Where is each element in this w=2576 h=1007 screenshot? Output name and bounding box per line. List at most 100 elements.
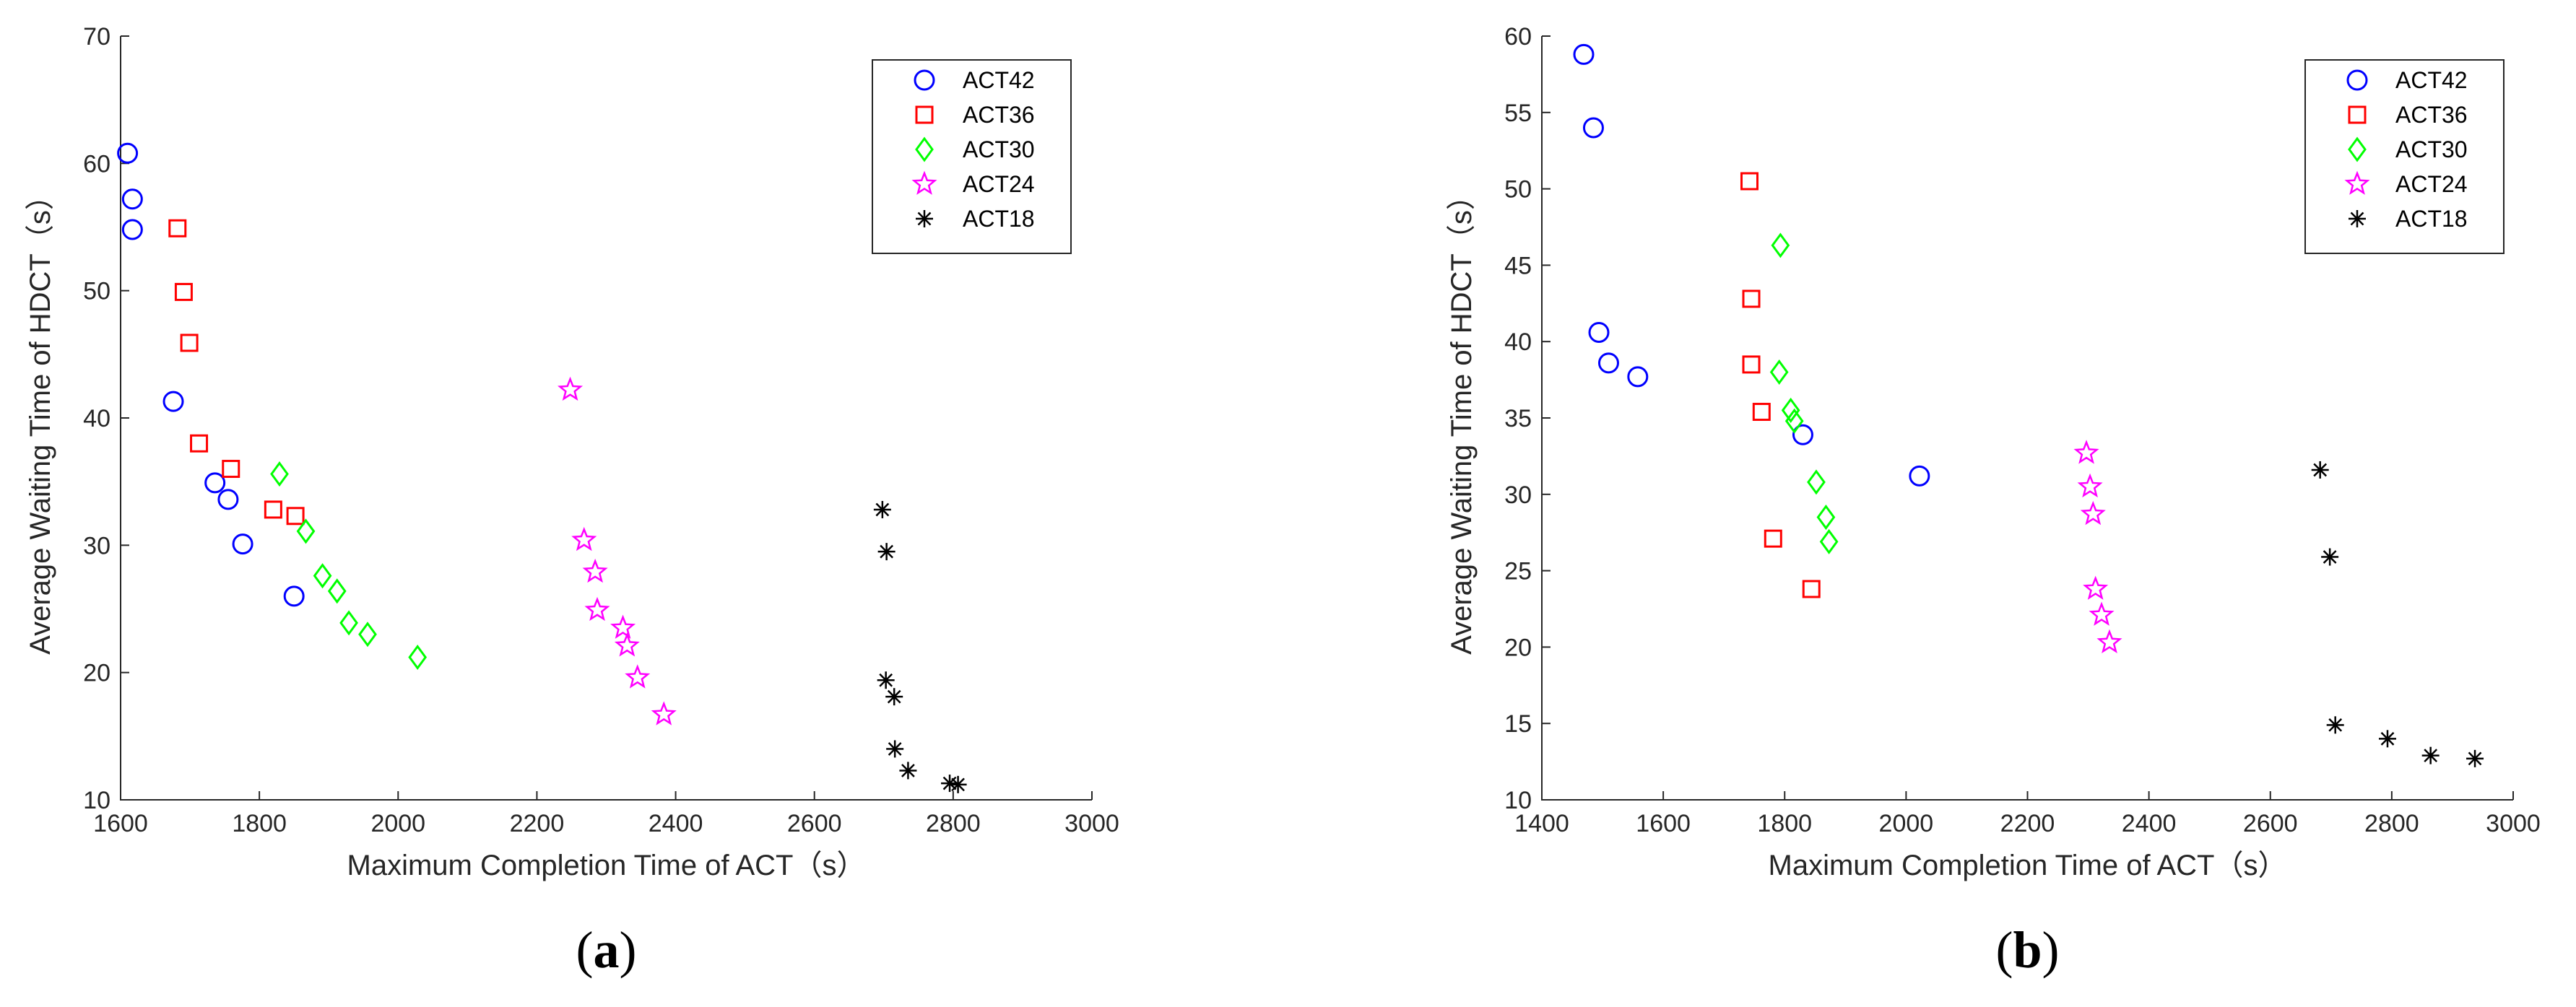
legend-marker bbox=[914, 69, 935, 91]
data-point bbox=[886, 740, 904, 758]
data-point bbox=[614, 632, 640, 657]
data-point bbox=[1764, 529, 1782, 548]
data-point bbox=[877, 671, 895, 689]
data-point bbox=[2326, 716, 2344, 734]
data-point bbox=[121, 219, 143, 240]
x-axis-label: Maximum Completion Time of ACT（s） bbox=[1769, 850, 2287, 881]
data-point bbox=[1816, 505, 1836, 531]
series-act18 bbox=[873, 500, 967, 793]
data-point bbox=[1573, 43, 1595, 65]
legend-entry: ACT42 bbox=[2395, 67, 2468, 93]
data-point bbox=[1627, 366, 1649, 388]
legend-marker bbox=[2348, 136, 2367, 162]
x-tick-label: 2800 bbox=[2364, 810, 2419, 837]
y-tick-label: 55 bbox=[1504, 100, 1532, 127]
data-point bbox=[180, 334, 199, 352]
data-point bbox=[168, 219, 187, 237]
data-point bbox=[2096, 629, 2122, 653]
panel-a: 1600 1800 2000 2200 2400 2600 2800 3000 10 20 30 40… bbox=[25, 23, 1119, 979]
legend-entry: ACT30 bbox=[2395, 136, 2468, 162]
data-point bbox=[217, 489, 239, 510]
data-point bbox=[885, 688, 903, 706]
y-tick-label: 30 bbox=[83, 532, 110, 559]
y-axis-label: Average Waiting Time of HDCT（s） bbox=[1446, 181, 1478, 655]
series-act24 bbox=[2073, 440, 2122, 653]
legend-marker bbox=[916, 210, 933, 227]
data-point bbox=[1752, 403, 1771, 422]
data-point bbox=[2073, 440, 2099, 464]
data-point bbox=[1819, 528, 1839, 554]
data-point bbox=[270, 461, 289, 487]
data-point bbox=[610, 614, 636, 639]
legend-entry: ACT36 bbox=[963, 102, 1035, 128]
x-tick-label: 2200 bbox=[2000, 810, 2055, 837]
y-tick-label: 50 bbox=[83, 278, 110, 305]
y-tick-label: 40 bbox=[83, 405, 110, 432]
legend-entry: ACT24 bbox=[963, 171, 1035, 197]
data-point bbox=[651, 701, 677, 725]
data-point bbox=[2466, 749, 2484, 767]
data-point bbox=[190, 434, 209, 453]
legend-marker bbox=[915, 136, 934, 162]
data-point bbox=[1909, 465, 1930, 487]
data-point bbox=[558, 376, 584, 401]
data-point bbox=[1784, 408, 1804, 434]
legend-marker bbox=[2346, 69, 2368, 91]
data-point bbox=[2089, 601, 2115, 626]
y-tick-label: 15 bbox=[1504, 710, 1532, 738]
data-point bbox=[1792, 424, 1813, 445]
x-tick-label: 2000 bbox=[1879, 810, 1934, 837]
data-point bbox=[232, 533, 253, 555]
x-tick-label: 1600 bbox=[1636, 810, 1691, 837]
panel-label: (a) bbox=[576, 921, 637, 979]
series-act18 bbox=[2311, 461, 2484, 767]
y-tick-label: 25 bbox=[1504, 558, 1532, 585]
x-tick-label: 2800 bbox=[926, 810, 981, 837]
data-point bbox=[204, 472, 226, 494]
data-point bbox=[327, 578, 347, 604]
legend-entry: ACT24 bbox=[2395, 171, 2468, 197]
legend-entry: ACT36 bbox=[2395, 102, 2468, 128]
legend-entry: ACT18 bbox=[963, 206, 1035, 232]
legend: ACT42 ACT36 ACT30 ACT24 ACT18 bbox=[2304, 59, 2505, 254]
legend-entry: ACT18 bbox=[2395, 206, 2468, 232]
x-tick-label: 2000 bbox=[370, 810, 425, 837]
data-point bbox=[1771, 232, 1790, 258]
y-tick-label: 50 bbox=[1504, 176, 1532, 204]
y-tick-label: 30 bbox=[1504, 481, 1532, 509]
y-tick-label: 10 bbox=[1504, 787, 1532, 814]
series-act24 bbox=[558, 376, 677, 725]
data-point bbox=[1807, 469, 1826, 495]
x-tick-label: 2400 bbox=[649, 810, 703, 837]
y-tick-label: 70 bbox=[83, 23, 110, 51]
data-point bbox=[408, 644, 428, 671]
data-point bbox=[1582, 117, 1604, 139]
data-point bbox=[117, 142, 139, 164]
x-tick-label: 3000 bbox=[2486, 810, 2541, 837]
legend-box bbox=[872, 59, 1072, 254]
legend-marker bbox=[2348, 105, 2367, 124]
data-point bbox=[264, 500, 282, 519]
panel-b: 1400 1600 1800 2000 2200 2400 2600 2800 3000 10 15… bbox=[1446, 23, 2541, 979]
data-point bbox=[582, 558, 608, 583]
data-point bbox=[174, 282, 193, 301]
y-tick-label: 20 bbox=[1504, 634, 1532, 661]
data-point bbox=[162, 391, 184, 412]
y-axis-label: Average Waiting Time of HDCT（s） bbox=[25, 181, 56, 655]
series-act30 bbox=[1769, 232, 1839, 554]
data-point bbox=[1742, 289, 1761, 308]
series-act36 bbox=[168, 219, 305, 526]
data-point bbox=[358, 622, 377, 648]
series-act42 bbox=[117, 142, 305, 607]
data-point bbox=[949, 775, 967, 793]
data-point bbox=[1588, 322, 1610, 344]
legend: ACT42 ACT36 ACT30 ACT24 ACT18 bbox=[872, 59, 1072, 254]
data-point bbox=[283, 585, 305, 607]
panel-label: (b) bbox=[1995, 921, 2059, 979]
y-tick-label: 40 bbox=[1504, 328, 1532, 356]
data-point bbox=[877, 543, 895, 561]
x-tick-label: 1800 bbox=[1757, 810, 1812, 837]
x-tick-label: 1800 bbox=[232, 810, 287, 837]
legend-marker bbox=[2344, 170, 2370, 195]
